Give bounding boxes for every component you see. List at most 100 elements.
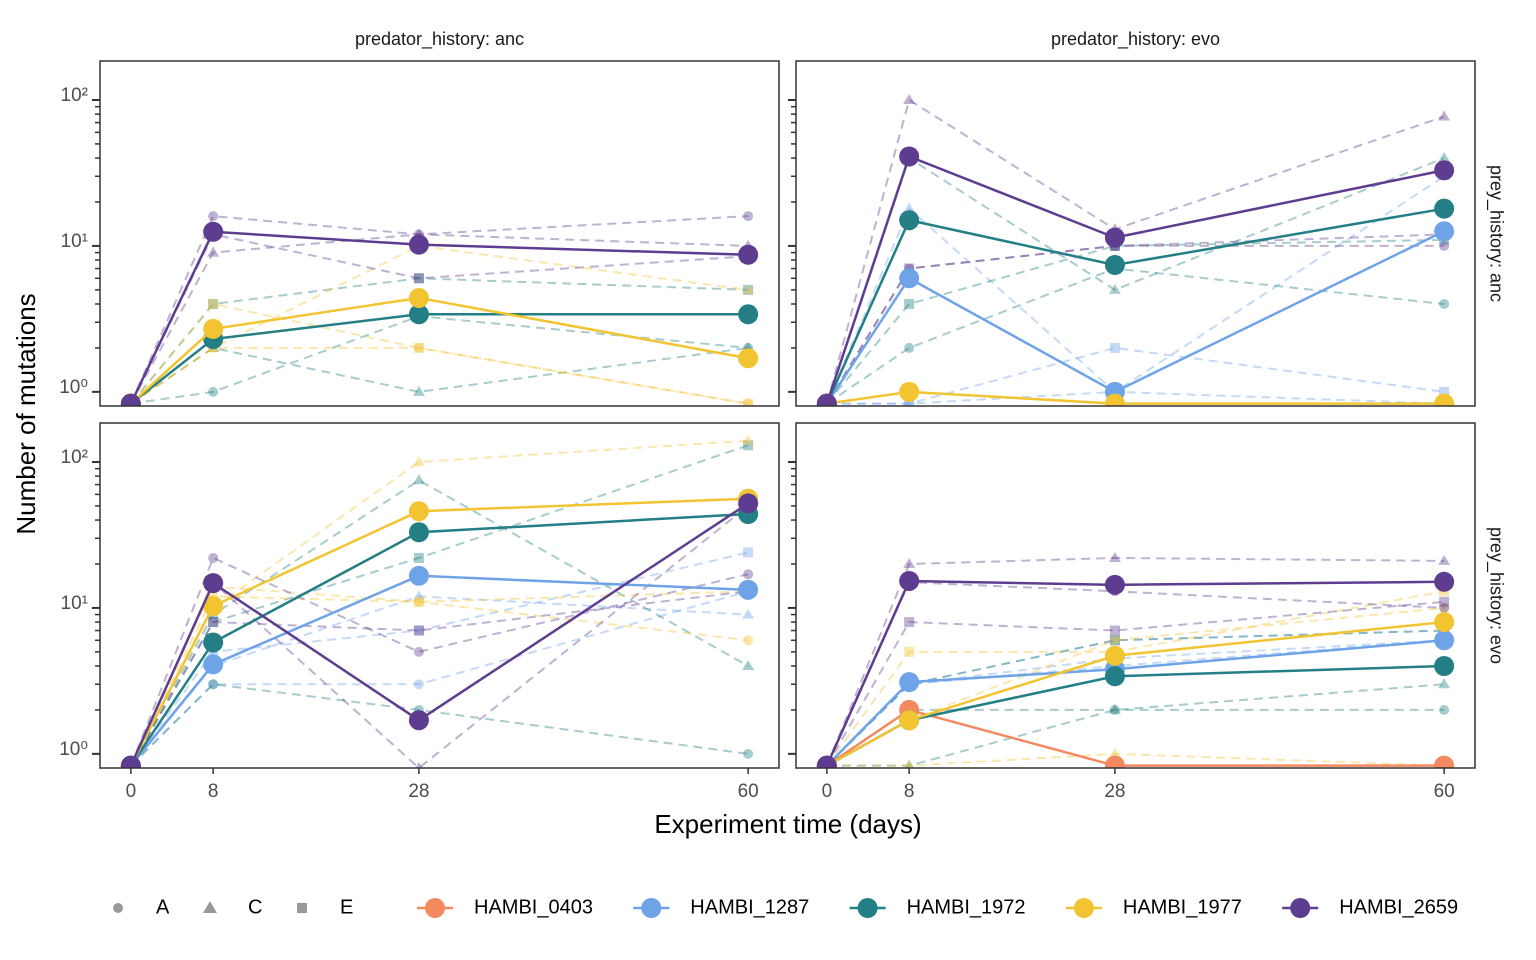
replicate-line bbox=[130, 683, 749, 767]
replicate-line bbox=[129, 444, 749, 767]
replicate-point bbox=[904, 646, 915, 657]
replicate-point bbox=[903, 557, 916, 568]
legend-symbol bbox=[1073, 898, 1094, 918]
legend-label: C bbox=[248, 896, 262, 918]
strip-label: predator_history: anc bbox=[355, 29, 524, 50]
replicate-line bbox=[129, 479, 749, 767]
replicate-point bbox=[742, 659, 755, 670]
mean-point bbox=[899, 672, 920, 693]
replicate-point bbox=[208, 211, 219, 222]
replicate-line bbox=[826, 752, 1445, 767]
strip-label: prey_history: evo bbox=[1485, 527, 1506, 664]
replicate-point bbox=[413, 625, 424, 636]
mean-point bbox=[816, 755, 837, 768]
mean-point bbox=[408, 522, 429, 543]
mean-point bbox=[738, 244, 759, 265]
mean-point bbox=[816, 393, 837, 406]
mean-line bbox=[825, 230, 1445, 405]
legend-label: HAMBI_2659 bbox=[1339, 896, 1458, 918]
mean-point bbox=[203, 318, 224, 339]
mean-point bbox=[899, 268, 920, 289]
x-axis-title: Experiment time (days) bbox=[654, 809, 921, 839]
plot-area bbox=[120, 434, 759, 768]
y-tick-label: 10² bbox=[61, 85, 88, 106]
legend-symbol bbox=[425, 898, 445, 918]
mean-point bbox=[1434, 221, 1455, 242]
legend-label: E bbox=[340, 896, 353, 918]
replicate-point bbox=[412, 474, 425, 485]
y-tick-label: 10¹ bbox=[61, 231, 88, 252]
replicate-line bbox=[826, 639, 1445, 767]
mean-point bbox=[408, 234, 429, 255]
mean-point bbox=[1434, 393, 1455, 406]
x-tick-label: 0 bbox=[822, 781, 833, 802]
replicate-point bbox=[742, 434, 755, 445]
replicate-point bbox=[904, 342, 915, 353]
replicate-line bbox=[825, 156, 1445, 404]
replicate-line bbox=[826, 629, 1445, 767]
mean-point bbox=[408, 565, 429, 586]
replicate-point bbox=[1108, 703, 1121, 714]
plot-area bbox=[816, 93, 1455, 406]
replicate-line bbox=[826, 233, 1445, 405]
mean-point bbox=[408, 501, 429, 522]
mean-line bbox=[826, 390, 1445, 405]
x-tick-label: 8 bbox=[208, 781, 219, 802]
replicate-point bbox=[208, 617, 219, 628]
replicate-line bbox=[825, 600, 1445, 767]
replicate-point bbox=[1109, 342, 1120, 353]
replicate-point bbox=[1439, 596, 1450, 607]
legend-label: HAMBI_0403 bbox=[474, 896, 593, 918]
replicate-point bbox=[743, 284, 754, 295]
x-tick-label: 60 bbox=[738, 781, 759, 802]
replicate-point bbox=[743, 748, 754, 759]
replicate-point bbox=[743, 398, 754, 406]
replicate-point bbox=[742, 283, 755, 294]
replicate-line bbox=[826, 267, 1445, 405]
replicate-point bbox=[413, 552, 424, 563]
x-tick-label: 60 bbox=[1434, 781, 1455, 802]
y-tick-label: 10¹ bbox=[61, 593, 88, 614]
mean-point bbox=[408, 287, 429, 308]
mean-point bbox=[1434, 655, 1455, 676]
replicate-point bbox=[1108, 747, 1121, 758]
replicate-point bbox=[743, 398, 754, 406]
strip-label: predator_history: evo bbox=[1051, 29, 1220, 50]
mean-line bbox=[826, 708, 1445, 767]
legend-symbol bbox=[857, 898, 878, 918]
mean-point bbox=[1104, 227, 1125, 248]
replicate-point bbox=[413, 273, 424, 284]
legend-symbol bbox=[1290, 898, 1311, 918]
replicate-point bbox=[208, 679, 219, 690]
panel bbox=[788, 60, 1476, 407]
replicate-line bbox=[130, 244, 749, 405]
panel-border bbox=[99, 60, 780, 407]
replicate-line bbox=[825, 556, 1445, 767]
mean-line bbox=[825, 154, 1445, 405]
mean-point bbox=[203, 632, 224, 653]
replicate-point bbox=[1109, 635, 1120, 646]
replicate-line bbox=[130, 346, 749, 405]
replicate-line bbox=[129, 590, 749, 767]
replicate-line bbox=[130, 590, 749, 767]
replicate-point bbox=[413, 342, 424, 353]
replicate-point bbox=[412, 455, 425, 466]
replicate-point bbox=[208, 386, 219, 397]
replicate-line bbox=[130, 302, 749, 405]
legend-label: HAMBI_1972 bbox=[907, 896, 1026, 918]
replicate-line bbox=[826, 244, 1445, 405]
mean-point bbox=[203, 596, 224, 617]
replicate-point bbox=[413, 596, 424, 607]
mean-point bbox=[120, 393, 141, 406]
replicate-point bbox=[904, 398, 915, 406]
mean-line bbox=[129, 512, 749, 767]
replicate-point bbox=[412, 385, 425, 396]
replicate-point bbox=[1109, 635, 1120, 646]
replicate-line bbox=[825, 581, 1445, 767]
mean-line bbox=[826, 620, 1445, 767]
replicate-point bbox=[412, 590, 425, 601]
replicate-line bbox=[130, 277, 749, 405]
replicate-point bbox=[743, 547, 754, 558]
mean-point bbox=[1434, 612, 1455, 633]
replicate-point bbox=[1438, 152, 1451, 163]
